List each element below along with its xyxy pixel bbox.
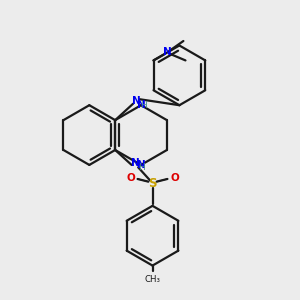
Text: N: N	[131, 158, 140, 168]
Text: O: O	[126, 173, 135, 183]
Text: N: N	[137, 160, 146, 170]
Text: CH₃: CH₃	[145, 275, 160, 284]
Text: S: S	[148, 177, 157, 190]
Text: N: N	[132, 96, 141, 106]
Text: H: H	[138, 164, 145, 172]
Text: N: N	[137, 100, 146, 110]
Text: O: O	[170, 173, 179, 183]
Text: H: H	[140, 101, 147, 110]
Text: N: N	[163, 47, 171, 57]
